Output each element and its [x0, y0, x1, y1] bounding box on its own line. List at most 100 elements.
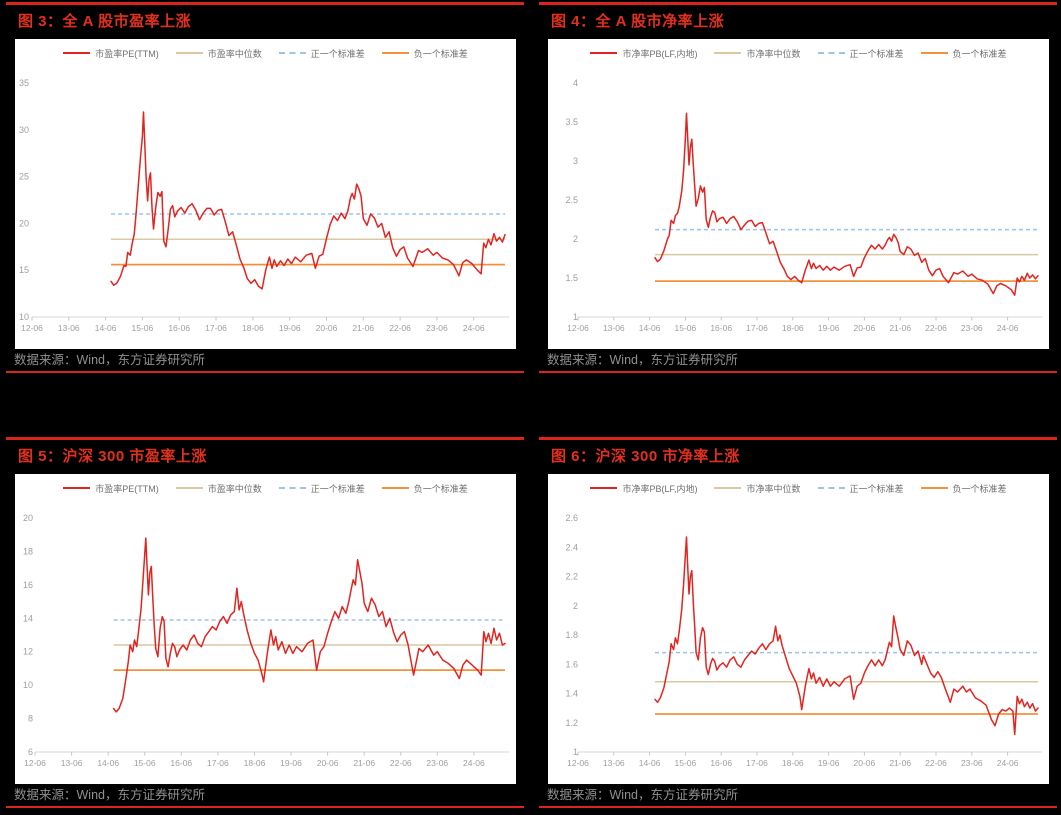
- svg-text:2.5: 2.5: [565, 195, 578, 205]
- svg-text:22-06: 22-06: [389, 323, 411, 333]
- svg-text:3.5: 3.5: [565, 117, 578, 127]
- chart-panel: 市净率PB(LF,内地) 市净率中位数 正一个标准差 负一个标准差 12-06 13-0…: [548, 39, 1049, 349]
- legend-label: 负一个标准差: [952, 48, 1007, 59]
- svg-text:21-06: 21-06: [352, 323, 374, 333]
- line-chart: 12-06 13-06 14-06 15-06 16-06 17-06 18-06 19-06…: [19, 78, 509, 333]
- source-note: 数据来源：Wind，东方证券研究所: [547, 353, 738, 367]
- legend-label: 负一个标准差: [413, 48, 468, 59]
- svg-text:12-06: 12-06: [567, 758, 589, 768]
- svg-text:16-06: 16-06: [710, 323, 732, 333]
- svg-text:3: 3: [573, 156, 578, 166]
- chart-legend: 市净率PB(LF,内地) 市净率中位数 正一个标准差 负一个标准差: [548, 45, 1049, 61]
- line-swatch: [63, 52, 91, 54]
- legend-item: 市净率PB(LF,内地): [590, 47, 697, 60]
- legend-label: 市盈率中位数: [207, 48, 262, 59]
- legend-label: 市净率PB(LF,内地): [622, 483, 698, 494]
- legend-label: 正一个标准差: [849, 483, 904, 494]
- figure-title: 图 5：沪深 300 市盈率上涨: [18, 448, 207, 465]
- chart-panel: 市盈率PE(TTM) 市盈率中位数 正一个标准差 负一个标准差 12-06 13-06 1…: [15, 39, 516, 349]
- line-swatch: [381, 52, 409, 54]
- svg-text:18-06: 18-06: [242, 323, 264, 333]
- red-rule-bottom: [6, 806, 524, 808]
- legend-item: 正一个标准差: [817, 47, 904, 60]
- legend-label: 正一个标准差: [849, 48, 904, 59]
- line-swatch: [714, 487, 742, 489]
- svg-text:24-06: 24-06: [463, 323, 485, 333]
- svg-text:21-06: 21-06: [889, 323, 911, 333]
- legend-label: 负一个标准差: [413, 483, 468, 494]
- legend-label: 市净率PB(LF,内地): [622, 48, 698, 59]
- svg-text:25: 25: [19, 172, 29, 182]
- svg-text:16-06: 16-06: [168, 323, 190, 333]
- figure-4: 图 4：全 A 股市净率上涨 市净率PB(LF,内地) 市净率中位数 正一个标准差 负…: [539, 2, 1057, 373]
- red-rule-top: [539, 437, 1057, 440]
- svg-text:14-06: 14-06: [639, 323, 661, 333]
- legend-label: 市净率中位数: [746, 48, 801, 59]
- legend-item: 正一个标准差: [278, 482, 365, 495]
- red-rule-top: [6, 437, 524, 440]
- svg-text:17-06: 17-06: [205, 323, 227, 333]
- source-note: 数据来源：Wind，东方证券研究所: [14, 353, 205, 367]
- svg-text:17-06: 17-06: [207, 758, 229, 768]
- svg-text:23-06: 23-06: [961, 758, 983, 768]
- svg-text:12-06: 12-06: [24, 758, 46, 768]
- svg-text:12-06: 12-06: [567, 323, 589, 333]
- svg-text:21-06: 21-06: [353, 758, 375, 768]
- svg-text:18-06: 18-06: [782, 323, 804, 333]
- svg-text:20: 20: [19, 218, 29, 228]
- figure-title: 图 6：沪深 300 市净率上涨: [551, 448, 740, 465]
- svg-text:15-06: 15-06: [132, 323, 154, 333]
- legend-item: 负一个标准差: [920, 47, 1007, 60]
- svg-text:19-06: 19-06: [818, 758, 840, 768]
- legend-label: 正一个标准差: [310, 483, 365, 494]
- line-swatch: [920, 487, 948, 489]
- red-rule-bottom: [539, 806, 1057, 808]
- legend-item: 市盈率中位数: [175, 47, 262, 60]
- line-swatch: [381, 487, 409, 489]
- figure-6: 图 6：沪深 300 市净率上涨 市净率PB(LF,内地) 市净率中位数 正一个标准…: [539, 437, 1057, 808]
- svg-text:18-06: 18-06: [782, 758, 804, 768]
- svg-text:2.2: 2.2: [565, 572, 578, 582]
- svg-text:17-06: 17-06: [746, 323, 768, 333]
- svg-text:23-06: 23-06: [426, 758, 448, 768]
- dashed-line-swatch: [278, 52, 306, 54]
- red-rule-top: [539, 2, 1057, 5]
- svg-text:12-06: 12-06: [21, 323, 43, 333]
- svg-text:22-06: 22-06: [390, 758, 412, 768]
- svg-text:24-06: 24-06: [463, 758, 485, 768]
- legend-item: 负一个标准差: [920, 482, 1007, 495]
- svg-text:14-06: 14-06: [639, 758, 661, 768]
- svg-text:13-06: 13-06: [58, 323, 80, 333]
- line-chart: 12-06 13-06 14-06 15-06 16-06 17-06 18-06 19-06…: [565, 513, 1042, 768]
- legend-label: 市盈率中位数: [207, 483, 262, 494]
- svg-text:2.4: 2.4: [565, 542, 578, 552]
- line-swatch: [175, 487, 203, 489]
- svg-text:19-06: 19-06: [279, 323, 301, 333]
- svg-text:18: 18: [23, 546, 33, 556]
- svg-text:19-06: 19-06: [818, 323, 840, 333]
- svg-text:19-06: 19-06: [280, 758, 302, 768]
- line-swatch: [590, 487, 618, 489]
- svg-text:18-06: 18-06: [244, 758, 266, 768]
- svg-text:2: 2: [573, 234, 578, 244]
- svg-text:24-06: 24-06: [997, 323, 1019, 333]
- red-rule-bottom: [6, 371, 524, 373]
- svg-text:23-06: 23-06: [426, 323, 448, 333]
- svg-text:10: 10: [23, 680, 33, 690]
- dashed-line-swatch: [817, 52, 845, 54]
- svg-text:20-06: 20-06: [854, 758, 876, 768]
- chart-legend: 市盈率PE(TTM) 市盈率中位数 正一个标准差 负一个标准差: [15, 45, 516, 61]
- red-rule-bottom: [539, 371, 1057, 373]
- svg-text:1: 1: [573, 747, 578, 757]
- legend-label: 市净率中位数: [746, 483, 801, 494]
- figure-title: 图 3：全 A 股市盈率上涨: [18, 13, 192, 30]
- legend-item: 市盈率PE(TTM): [63, 47, 159, 60]
- figure-5: 图 5：沪深 300 市盈率上涨 市盈率PE(TTM) 市盈率中位数 正一个标准差 负…: [6, 437, 524, 808]
- figure-title: 图 4：全 A 股市净率上涨: [551, 13, 725, 30]
- svg-text:15-06: 15-06: [675, 758, 697, 768]
- legend-label: 负一个标准差: [952, 483, 1007, 494]
- svg-text:23-06: 23-06: [961, 323, 983, 333]
- chart-legend: 市净率PB(LF,内地) 市净率中位数 正一个标准差 负一个标准差: [548, 480, 1049, 496]
- svg-text:24-06: 24-06: [997, 758, 1019, 768]
- legend-item: 市净率中位数: [714, 482, 801, 495]
